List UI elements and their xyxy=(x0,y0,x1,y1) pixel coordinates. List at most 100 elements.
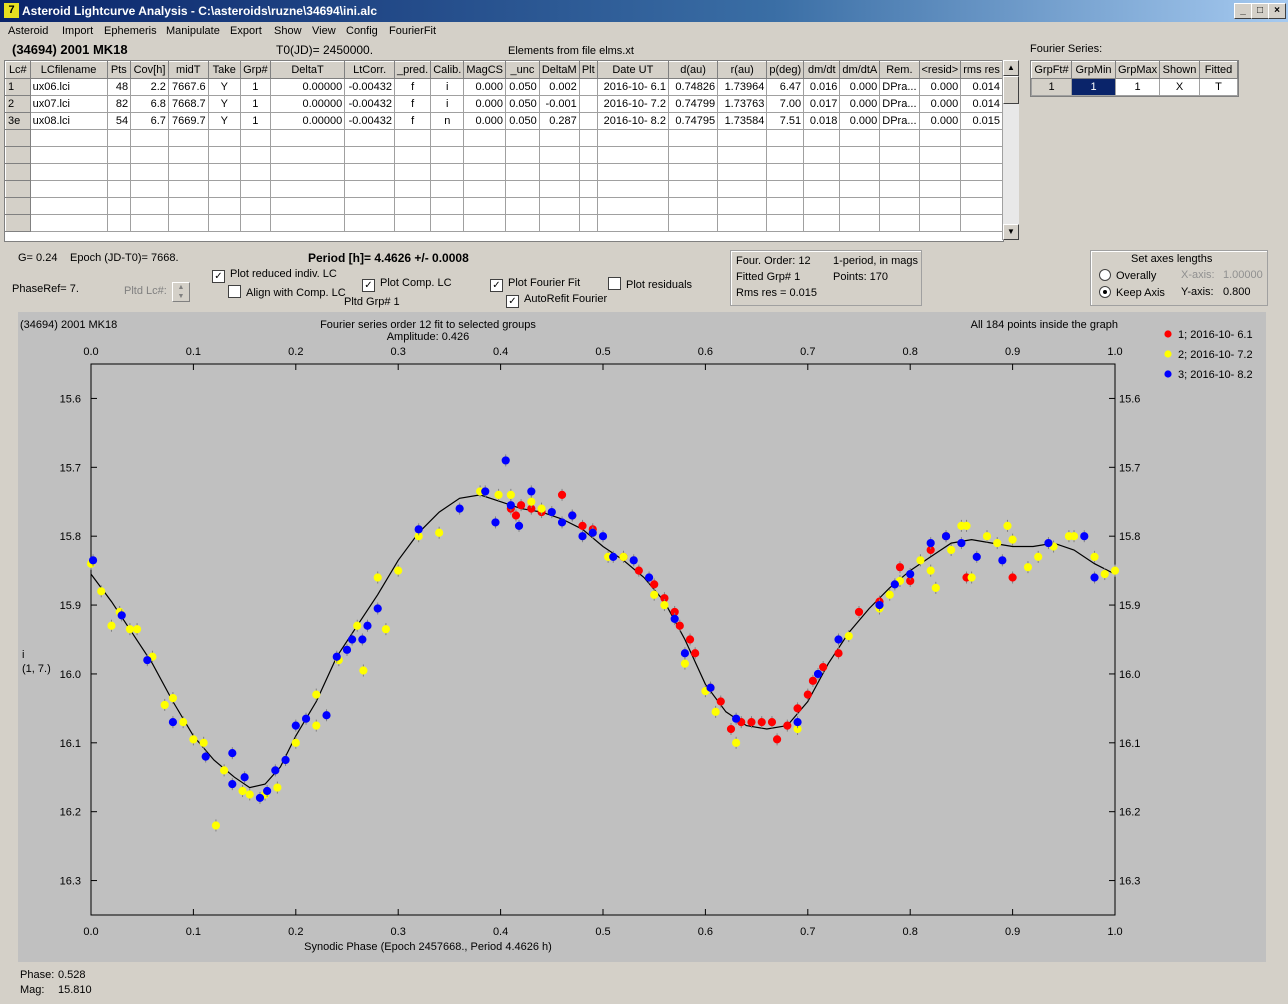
data-point[interactable] xyxy=(890,580,899,589)
table-cell[interactable] xyxy=(766,197,805,215)
table-cell[interactable]: 0.015 xyxy=(960,112,1003,130)
table-cell[interactable] xyxy=(879,129,920,147)
table-cell[interactable] xyxy=(430,163,465,181)
menu-config[interactable]: Config xyxy=(346,25,378,37)
table-cell[interactable] xyxy=(879,163,920,181)
table-cell[interactable] xyxy=(239,163,271,181)
table-cell[interactable] xyxy=(538,180,580,198)
data-point[interactable] xyxy=(1110,566,1120,575)
table-cell[interactable] xyxy=(5,214,31,232)
table-cell[interactable]: 0.050 xyxy=(505,95,540,113)
table-cell[interactable]: 0.00000 xyxy=(269,112,346,130)
table-cell[interactable]: f xyxy=(393,95,432,113)
data-point[interactable] xyxy=(516,501,526,510)
menu-show[interactable]: Show xyxy=(274,25,302,37)
lc-col-7[interactable]: DeltaT xyxy=(269,61,346,79)
data-point[interactable] xyxy=(117,611,126,620)
data-point[interactable] xyxy=(168,718,178,727)
table-cell[interactable] xyxy=(538,197,580,215)
table-cell[interactable] xyxy=(5,163,31,181)
table-cell[interactable] xyxy=(29,129,108,147)
data-point[interactable] xyxy=(650,590,659,599)
align-comp-checkbox[interactable]: Align with Comp. LC xyxy=(228,285,346,299)
table-row[interactable] xyxy=(5,163,1003,181)
table-cell[interactable]: DPra... xyxy=(879,78,920,96)
table-cell[interactable] xyxy=(960,180,1003,198)
menu-export[interactable]: Export xyxy=(230,25,262,37)
lc-col-19[interactable]: dm/dt xyxy=(803,61,841,79)
table-cell[interactable] xyxy=(596,129,669,147)
data-point[interactable] xyxy=(1008,573,1017,582)
data-point[interactable] xyxy=(732,738,741,747)
data-point[interactable] xyxy=(359,666,368,675)
table-cell[interactable] xyxy=(106,180,132,198)
table-cell[interactable] xyxy=(766,180,805,198)
scroll-up-icon[interactable]: ▲ xyxy=(1003,60,1019,76)
data-point[interactable] xyxy=(125,625,135,634)
table-cell[interactable] xyxy=(167,129,209,147)
data-point[interactable] xyxy=(906,569,915,579)
table-cell[interactable] xyxy=(667,129,719,147)
data-point[interactable] xyxy=(588,528,597,537)
data-point[interactable] xyxy=(757,718,766,727)
table-cell[interactable]: 7.51 xyxy=(766,112,805,130)
table-cell[interactable] xyxy=(960,129,1003,147)
lc-col-4[interactable]: midT xyxy=(167,61,209,79)
scroll-down-icon[interactable]: ▼ xyxy=(1003,224,1019,240)
plot-reduced-checkbox[interactable]: ✓ Plot reduced indiv. LC xyxy=(212,268,337,283)
data-point[interactable] xyxy=(557,518,567,527)
table-cell[interactable]: 0.050 xyxy=(505,112,540,130)
table-cell[interactable] xyxy=(29,197,108,215)
data-point[interactable] xyxy=(373,573,382,582)
table-cell[interactable]: i xyxy=(430,95,465,113)
data-point[interactable] xyxy=(619,552,628,561)
data-point[interactable] xyxy=(97,587,106,596)
table-cell[interactable]: DPra... xyxy=(879,95,920,113)
table-cell[interactable] xyxy=(130,180,169,198)
table-cell[interactable] xyxy=(578,95,598,113)
table-cell[interactable]: 1.73964 xyxy=(717,78,768,96)
table-cell[interactable] xyxy=(578,197,598,215)
table-cell[interactable] xyxy=(918,129,962,147)
data-point[interactable] xyxy=(1008,535,1017,544)
data-point[interactable] xyxy=(578,521,587,530)
table-cell[interactable]: 7667.6 xyxy=(167,78,209,96)
table-cell[interactable] xyxy=(667,180,719,198)
data-point[interactable] xyxy=(342,645,352,654)
table-cell[interactable] xyxy=(5,197,31,215)
lc-col-1[interactable]: LCfilename xyxy=(29,61,108,79)
data-point[interactable] xyxy=(373,604,382,613)
data-point[interactable] xyxy=(793,704,802,713)
table-cell[interactable] xyxy=(766,163,805,181)
menu-asteroid[interactable]: Asteroid xyxy=(8,25,49,37)
data-point[interactable] xyxy=(238,786,247,796)
scroll-thumb[interactable] xyxy=(1003,76,1019,104)
data-point[interactable] xyxy=(255,793,265,803)
data-point[interactable] xyxy=(107,621,116,630)
data-point[interactable] xyxy=(527,487,536,496)
data-point[interactable] xyxy=(680,649,690,658)
menu-view[interactable]: View xyxy=(312,25,336,37)
lc-col-14[interactable]: Plt xyxy=(578,61,598,79)
data-point[interactable] xyxy=(245,790,254,799)
table-cell[interactable] xyxy=(918,180,962,198)
data-point[interactable] xyxy=(291,738,300,747)
table-cell[interactable] xyxy=(269,163,346,181)
table-cell[interactable] xyxy=(207,129,241,147)
table-cell[interactable] xyxy=(430,146,465,164)
table-cell[interactable] xyxy=(667,163,719,181)
table-cell[interactable] xyxy=(667,146,719,164)
data-point[interactable] xyxy=(808,676,818,685)
data-point[interactable] xyxy=(767,718,777,727)
data-point[interactable] xyxy=(455,504,464,513)
table-cell[interactable] xyxy=(207,214,241,232)
table-cell[interactable]: -0.001 xyxy=(538,95,580,113)
data-point[interactable] xyxy=(363,621,372,630)
table-cell[interactable] xyxy=(803,129,841,147)
data-point[interactable] xyxy=(962,521,971,530)
table-cell[interactable] xyxy=(538,214,580,232)
data-point[interactable] xyxy=(1100,569,1109,579)
lc-col-18[interactable]: p(deg) xyxy=(766,61,805,79)
menu-fourierfit[interactable]: FourierFit xyxy=(389,25,437,37)
table-cell[interactable] xyxy=(106,214,132,232)
